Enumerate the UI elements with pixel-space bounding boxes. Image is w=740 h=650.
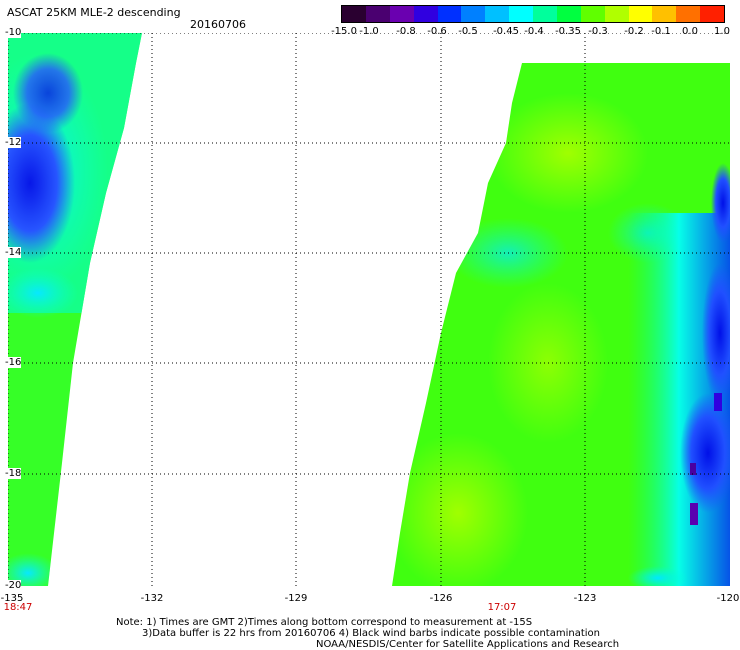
colorbar-segment bbox=[604, 6, 629, 22]
colorbar-segment bbox=[413, 6, 438, 22]
map-title: ASCAT 25KM MLE-2 descending bbox=[7, 6, 181, 19]
colorbar-label: -0.2 bbox=[624, 26, 644, 37]
colorbar-segment bbox=[365, 6, 390, 22]
east-swath bbox=[392, 63, 730, 586]
colorbar-segment bbox=[342, 6, 366, 22]
colorbar-labels: -15.0 -1.0 -0.8 -0.6 -0.5 -0.45 -0.4 -0.… bbox=[330, 26, 740, 38]
colorbar-segment bbox=[389, 6, 414, 22]
lat-label: -16 bbox=[5, 357, 22, 368]
colorbar-label: -15.0 bbox=[331, 26, 357, 37]
lon-label: -123 bbox=[573, 593, 597, 604]
lon-label: -132 bbox=[140, 593, 164, 604]
colorbar-label: -0.8 bbox=[396, 26, 416, 37]
map-plot-area bbox=[8, 33, 730, 586]
colorbar-label: -0.45 bbox=[493, 26, 519, 37]
colorbar-label: -0.4 bbox=[524, 26, 544, 37]
lat-label: -14 bbox=[5, 247, 22, 258]
graticule bbox=[8, 33, 730, 586]
map-date: 20160706 bbox=[190, 18, 246, 31]
map-svg bbox=[8, 33, 730, 586]
note-line-2: 3)Data buffer is 22 hrs from 20160706 4)… bbox=[142, 628, 600, 639]
lon-label: -129 bbox=[284, 593, 308, 604]
lon-label: -120 bbox=[716, 593, 740, 604]
colorbar-label: -0.35 bbox=[555, 26, 581, 37]
lat-label: -18 bbox=[5, 468, 22, 479]
colorbar-segment bbox=[652, 6, 677, 22]
note-line-3: NOAA/NESDIS/Center for Satellite Applica… bbox=[316, 639, 620, 650]
colorbar-label: -1.0 bbox=[359, 26, 379, 37]
footnotes: Note: 1) Times are GMT 2)Times along bot… bbox=[116, 617, 619, 650]
colorbar-label: -0.3 bbox=[588, 26, 608, 37]
colorbar-label: -0.6 bbox=[427, 26, 447, 37]
lat-label: -12 bbox=[5, 137, 22, 148]
colorbar-segment bbox=[533, 6, 557, 22]
colorbar-label: 1.0 bbox=[714, 26, 730, 37]
colorbar-segment bbox=[556, 6, 581, 22]
colorbar-label: -0.1 bbox=[651, 26, 671, 37]
colorbar-segment bbox=[700, 6, 724, 22]
colorbar-segment bbox=[628, 6, 653, 22]
colorbar-segment bbox=[676, 6, 701, 22]
lat-label: -10 bbox=[5, 27, 22, 38]
colorbar-segment bbox=[580, 6, 605, 22]
colorbar-label: 0.0 bbox=[682, 26, 698, 37]
colorbar bbox=[341, 5, 725, 23]
pass-time-west: 18:47 bbox=[3, 602, 33, 613]
colorbar-segment bbox=[485, 6, 510, 22]
lon-label: -126 bbox=[429, 593, 453, 604]
colorbar-label: -0.5 bbox=[458, 26, 478, 37]
colorbar-segment bbox=[437, 6, 462, 22]
note-line-1: Note: 1) Times are GMT 2)Times along bot… bbox=[116, 617, 533, 628]
lat-label: -20 bbox=[5, 580, 22, 591]
lon-label: -135 bbox=[0, 593, 24, 604]
colorbar-segment bbox=[509, 6, 533, 22]
pass-time-east: 17:07 bbox=[487, 602, 517, 613]
west-swath bbox=[8, 33, 142, 586]
colorbar-segment bbox=[461, 6, 486, 22]
